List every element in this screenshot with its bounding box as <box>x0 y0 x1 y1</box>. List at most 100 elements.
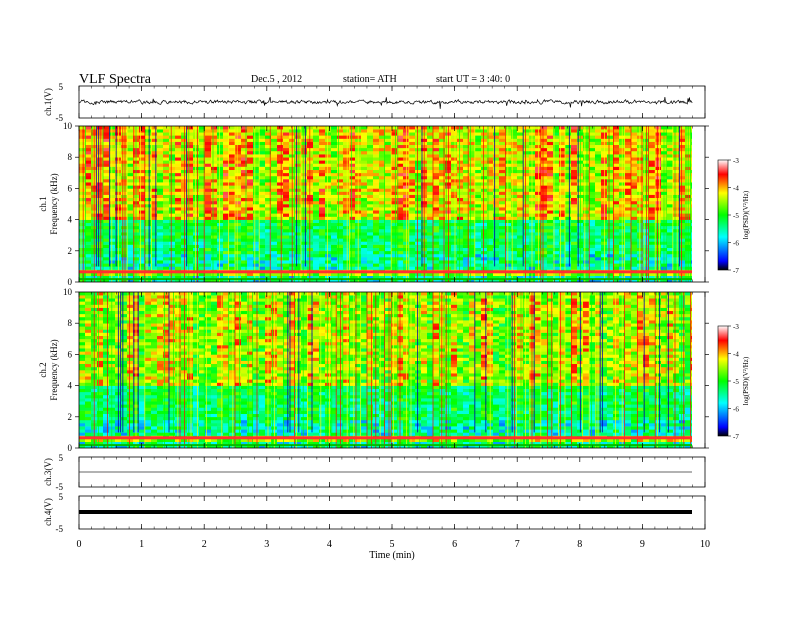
spectrogram-cell <box>361 197 368 202</box>
spectrogram-cell <box>241 175 248 180</box>
spectrogram-cell <box>331 197 338 202</box>
spectrogram-cell <box>535 241 542 245</box>
spectrogram-cell <box>589 141 596 146</box>
spectrogram-cell <box>349 179 356 183</box>
spectrogram-cell <box>343 229 350 233</box>
spectrogram-cell <box>235 204 242 208</box>
spectrogram-cell <box>655 266 662 270</box>
spectrogram-cell <box>145 163 152 167</box>
spectrogram-cell <box>301 194 308 199</box>
spectrogram-cell <box>439 232 446 236</box>
spectrogram-cell <box>313 210 320 214</box>
spectrogram-cell <box>655 222 662 227</box>
spectrogram-cell <box>613 129 620 133</box>
spectrogram-cell <box>169 253 176 258</box>
spectrogram-cell <box>433 182 440 186</box>
spectrogram-cell <box>193 200 200 205</box>
spectrogram-cell <box>403 135 410 139</box>
spectrogram-cell <box>595 225 602 230</box>
spectrogram-cell <box>325 188 332 192</box>
spectrogram-cell <box>145 250 152 255</box>
spectrogram-cell <box>625 219 632 224</box>
spectrogram-cell <box>655 138 662 142</box>
spectrogram-cell <box>583 232 590 236</box>
spectrogram-cell <box>277 147 284 152</box>
spectrogram-cell <box>583 151 590 155</box>
spectrogram-cell <box>595 163 602 167</box>
spectrogram-cell <box>583 144 590 149</box>
spectrogram-cell <box>271 244 278 249</box>
spectrogram-cell <box>85 151 92 155</box>
spectrogram-cell <box>607 147 614 152</box>
spectrogram-cell <box>301 151 308 155</box>
spectrogram-cell <box>175 250 182 255</box>
spectrogram-cell <box>301 157 308 161</box>
spectrogram-cell <box>325 210 332 214</box>
spectrogram-cell <box>379 194 386 199</box>
spectrogram-cell <box>79 163 86 167</box>
spectrogram-cell <box>553 182 560 186</box>
spectrogram-cell <box>271 216 278 220</box>
spectrogram-cell <box>169 129 176 133</box>
spectrogram-cell <box>211 138 218 142</box>
spectrogram-cell <box>361 241 368 245</box>
spectrogram-cell <box>409 185 416 189</box>
spectrogram-cell <box>559 197 566 202</box>
spectrogram-cell <box>607 194 614 199</box>
spectrogram-cell <box>487 266 494 270</box>
spectrogram-cell <box>607 197 614 202</box>
spectrogram-cell <box>517 185 524 189</box>
spectrogram-cell <box>511 225 518 230</box>
spectrogram-cell <box>553 166 560 171</box>
spectrogram-cell <box>469 266 476 270</box>
spectrogram-cell <box>379 207 386 211</box>
spectrogram-cell <box>493 151 500 155</box>
spectrogram-cell <box>343 185 350 189</box>
spectrogram-cell <box>649 260 656 264</box>
spectrogram-cell <box>241 210 248 214</box>
spectrogram-cell <box>199 169 206 174</box>
spectrogram-cell <box>163 194 170 199</box>
spectrogram-cell <box>475 172 482 177</box>
spectrogram-cell <box>493 179 500 183</box>
spectrogram-cell <box>271 250 278 255</box>
spectrogram-cell <box>193 141 200 146</box>
spectrogram-cell <box>409 238 416 242</box>
spectrogram-cell <box>157 253 164 258</box>
spectrogram-cell <box>571 197 578 202</box>
spectrogram-cell <box>595 260 602 264</box>
spectrogram-cell <box>571 200 578 205</box>
spectrogram-cell <box>607 210 614 214</box>
spectrogram-cell <box>151 175 158 180</box>
spectrogram-cell <box>451 207 458 211</box>
spectrogram-cell <box>301 263 308 267</box>
spectrogram-cell <box>397 275 404 280</box>
spectrogram-cell <box>271 200 278 205</box>
spectrogram-cell <box>319 126 326 130</box>
spectrogram-cell <box>175 272 182 277</box>
spectrogram-cell <box>379 166 386 171</box>
spectrogram-cell <box>187 188 194 192</box>
spectrogram-cell <box>511 235 518 239</box>
spectrogram-cell <box>379 272 386 277</box>
spectrogram-cell <box>379 222 386 227</box>
spectrogram-cell <box>175 225 182 230</box>
spectrogram-cell <box>391 260 398 264</box>
spectrogram-cell <box>391 132 398 136</box>
spectrogram-cell <box>457 147 464 152</box>
spectrogram-cell <box>139 126 146 130</box>
spectrogram-cell <box>565 257 572 261</box>
spectrogram-cell <box>625 166 632 171</box>
spectrogram-cell <box>517 266 524 270</box>
spectrogram-cell <box>391 244 398 249</box>
spectrogram-cell <box>145 157 152 161</box>
spectrogram-cell <box>193 197 200 202</box>
spectrogram-cell <box>259 175 266 180</box>
spectrogram-cell <box>367 175 374 180</box>
spectrogram-cell <box>295 197 302 202</box>
spectrogram-cell <box>211 219 218 224</box>
spectrogram-cell <box>253 188 260 192</box>
spectrogram-cell <box>199 232 206 236</box>
spectrogram-cell <box>169 132 176 136</box>
spectrogram-cell <box>553 200 560 205</box>
